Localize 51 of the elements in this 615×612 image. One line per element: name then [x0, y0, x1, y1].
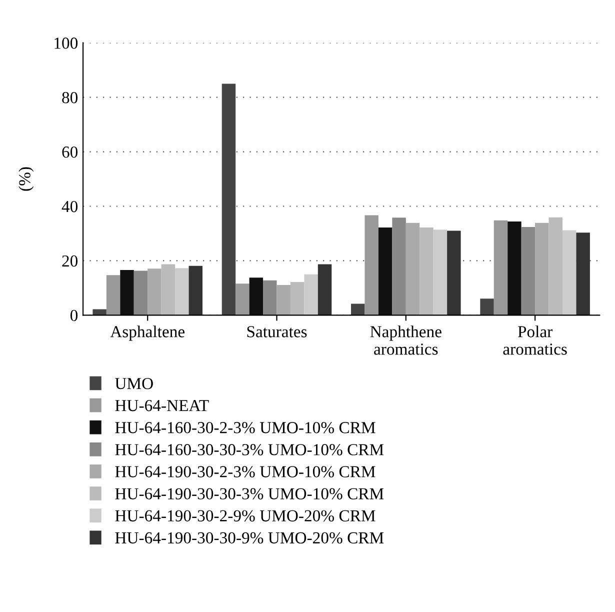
legend-label: HU-64-190-30-2-3% UMO-10% CRM	[115, 466, 376, 478]
bar	[447, 230, 461, 316]
bar	[134, 270, 148, 316]
bar	[161, 264, 176, 316]
y-axis-title: (%)	[18, 167, 34, 191]
bar	[236, 284, 250, 316]
bar	[92, 309, 106, 316]
bar	[304, 274, 318, 316]
bar	[508, 221, 522, 316]
x-tick-label: Naphthene aromatics	[370, 326, 442, 355]
bar	[562, 230, 576, 316]
bar	[120, 270, 134, 316]
bar	[351, 304, 365, 316]
bar	[576, 232, 590, 316]
y-tick-label: 100	[54, 38, 78, 49]
legend-label: UMO	[115, 378, 153, 390]
bar	[106, 275, 120, 316]
legend-label: HU-64-NEAT	[115, 400, 209, 412]
bar	[480, 298, 494, 316]
bar	[263, 280, 277, 316]
x-tick-label: Polar aromatics	[503, 326, 567, 355]
y-tick-label: 80	[62, 92, 78, 104]
bar	[406, 222, 420, 316]
bar	[290, 282, 304, 316]
bar	[318, 264, 332, 316]
y-tick-label: 60	[62, 146, 78, 158]
legend-label: HU-64-190-30-30-9% UMO-20% CRM	[115, 532, 384, 544]
bar	[392, 218, 406, 316]
bar	[364, 215, 378, 316]
bar	[521, 226, 536, 316]
legend-label: HU-64-190-30-30-3% UMO-10% CRM	[115, 488, 384, 500]
y-tick-label: 20	[62, 255, 78, 267]
bar	[433, 230, 448, 316]
x-tick-label: Saturates	[247, 326, 307, 338]
bar	[420, 227, 434, 316]
bar	[148, 268, 162, 316]
bar	[188, 266, 202, 316]
bar	[222, 84, 236, 316]
bar	[378, 227, 392, 316]
y-tick-label: 40	[62, 200, 78, 212]
bar	[175, 268, 189, 316]
bar	[494, 220, 508, 316]
x-tick-label: Asphaltene	[110, 326, 185, 341]
bar	[276, 284, 290, 316]
bar	[548, 217, 562, 316]
bar	[535, 222, 549, 316]
y-tick-label: 0	[70, 310, 78, 322]
legend-label: HU-64-160-30-2-3% UMO-10% CRM	[115, 422, 376, 434]
bar	[249, 278, 264, 316]
legend-label: HU-64-160-30-30-3% UMO-10% CRM	[115, 444, 384, 456]
legend-label: HU-64-190-30-2-9% UMO-20% CRM	[115, 510, 376, 522]
